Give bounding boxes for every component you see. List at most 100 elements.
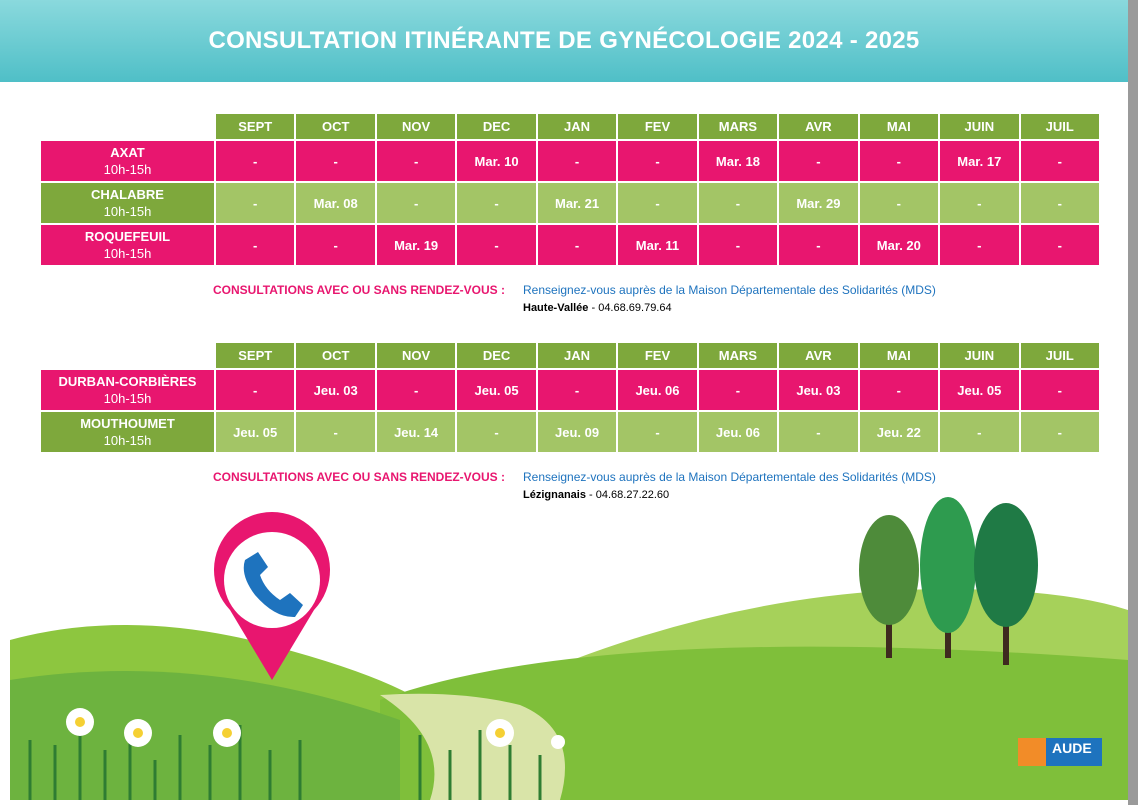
logo-text: AUDE xyxy=(1052,740,1092,756)
row-label: DURBAN-CORBIÈRES 10h-15h xyxy=(40,369,215,411)
date-cell: - xyxy=(536,224,618,266)
row-name: AXAT xyxy=(110,145,145,160)
month-header: OCT xyxy=(295,342,376,369)
month-header: FEV xyxy=(617,113,698,140)
note-info: Renseignez-vous auprès de la Maison Dépa… xyxy=(523,283,936,297)
date-cell: - xyxy=(697,182,779,224)
month-header: MAI xyxy=(858,113,940,140)
date-cell: Jeu. 14 xyxy=(375,411,457,453)
date-cell: Mar. 17 xyxy=(939,140,1020,182)
note-place: Lézignanais xyxy=(523,489,586,501)
date-cell: - xyxy=(456,224,537,266)
date-cell: - xyxy=(778,140,859,182)
date-cell: - xyxy=(939,182,1020,224)
month-header: JUIL xyxy=(1019,113,1100,140)
row-hours: 10h-15h xyxy=(103,162,152,177)
date-cell: - xyxy=(1019,411,1100,453)
date-cell: Mar. 18 xyxy=(697,140,779,182)
date-cell: - xyxy=(536,369,618,411)
date-cell: Mar. 19 xyxy=(375,224,457,266)
date-cell: - xyxy=(617,411,698,453)
row-name: CHALABRE xyxy=(91,187,164,202)
month-header: JUIN xyxy=(939,342,1020,369)
date-cell: Mar. 08 xyxy=(295,182,376,224)
date-cell: - xyxy=(697,369,779,411)
date-cell: - xyxy=(697,224,779,266)
date-cell: Jeu. 09 xyxy=(536,411,618,453)
row-hours: 10h-15h xyxy=(103,433,152,448)
date-cell: - xyxy=(1019,369,1100,411)
note-label: CONSULTATIONS AVEC OU SANS RENDEZ-VOUS : xyxy=(212,470,505,484)
month-header: DEC xyxy=(456,113,537,140)
date-cell: Jeu. 03 xyxy=(778,369,859,411)
date-cell: Jeu. 05 xyxy=(215,411,296,453)
date-cell: - xyxy=(215,182,296,224)
row-name: ROQUEFEUIL xyxy=(84,229,171,244)
date-cell: Jeu. 06 xyxy=(617,369,698,411)
date-cell: Jeu. 05 xyxy=(939,369,1020,411)
date-cell: Mar. 10 xyxy=(456,140,537,182)
date-cell: - xyxy=(215,224,296,266)
date-cell: - xyxy=(295,411,376,453)
month-header: MAI xyxy=(858,342,940,369)
month-header: NOV xyxy=(375,342,457,369)
row-hours: 10h-15h xyxy=(103,391,152,406)
month-header: JUIL xyxy=(1019,342,1100,369)
date-cell: - xyxy=(536,140,618,182)
month-header: MARS xyxy=(697,342,779,369)
note-phone: - 04.68.69.79.64 xyxy=(588,302,672,314)
row-name: MOUTHOUMET xyxy=(80,416,175,431)
date-cell: - xyxy=(1019,182,1100,224)
date-cell: Mar. 11 xyxy=(617,224,698,266)
row-label: ROQUEFEUIL 10h-15h xyxy=(40,224,215,266)
date-cell: - xyxy=(939,411,1020,453)
month-header: JAN xyxy=(536,113,618,140)
date-cell: - xyxy=(858,182,940,224)
row-label: CHALABRE 10h-15h xyxy=(40,182,215,224)
date-cell: Mar. 21 xyxy=(536,182,618,224)
date-cell: - xyxy=(1019,224,1100,266)
date-cell: - xyxy=(858,369,940,411)
date-cell: - xyxy=(295,224,376,266)
month-header: SEPT xyxy=(215,113,296,140)
note-contact: Haute-Vallée - 04.68.69.79.64 xyxy=(523,302,672,314)
date-cell: - xyxy=(1019,140,1100,182)
date-cell: - xyxy=(456,182,537,224)
month-header: JUIN xyxy=(939,113,1020,140)
date-cell: - xyxy=(215,369,296,411)
date-cell: - xyxy=(617,182,698,224)
date-cell: - xyxy=(778,224,859,266)
date-cell: Jeu. 22 xyxy=(858,411,940,453)
row-name: DURBAN-CORBIÈRES xyxy=(58,374,197,389)
month-header: AVR xyxy=(778,342,859,369)
date-cell: Jeu. 05 xyxy=(456,369,537,411)
row-label: AXAT 10h-15h xyxy=(40,140,215,182)
date-cell: - xyxy=(295,140,376,182)
date-cell: - xyxy=(939,224,1020,266)
month-header: MARS xyxy=(697,113,779,140)
note-info: Renseignez-vous auprès de la Maison Dépa… xyxy=(523,470,936,484)
date-cell: - xyxy=(778,411,859,453)
date-cell: - xyxy=(858,140,940,182)
date-cell: Jeu. 06 xyxy=(697,411,779,453)
month-header: AVR xyxy=(778,113,859,140)
date-cell: Jeu. 03 xyxy=(295,369,376,411)
note-phone: - 04.68.27.22.60 xyxy=(585,489,670,501)
date-cell: - xyxy=(375,140,457,182)
month-header: DEC xyxy=(456,342,537,369)
note-label: CONSULTATIONS AVEC OU SANS RENDEZ-VOUS : xyxy=(212,283,505,297)
row-hours: 10h-15h xyxy=(103,246,152,261)
date-cell: Mar. 29 xyxy=(778,182,859,224)
note-contact: Lézignanais - 04.68.27.22.60 xyxy=(523,489,669,501)
note-place: Haute-Vallée xyxy=(523,302,589,314)
date-cell: - xyxy=(375,182,457,224)
month-header: SEPT xyxy=(215,342,296,369)
month-header: FEV xyxy=(617,342,698,369)
date-cell: - xyxy=(215,140,296,182)
row-label: MOUTHOUMET 10h-15h xyxy=(40,411,215,453)
month-header: NOV xyxy=(375,113,457,140)
date-cell: - xyxy=(375,369,457,411)
month-header: JAN xyxy=(536,342,618,369)
